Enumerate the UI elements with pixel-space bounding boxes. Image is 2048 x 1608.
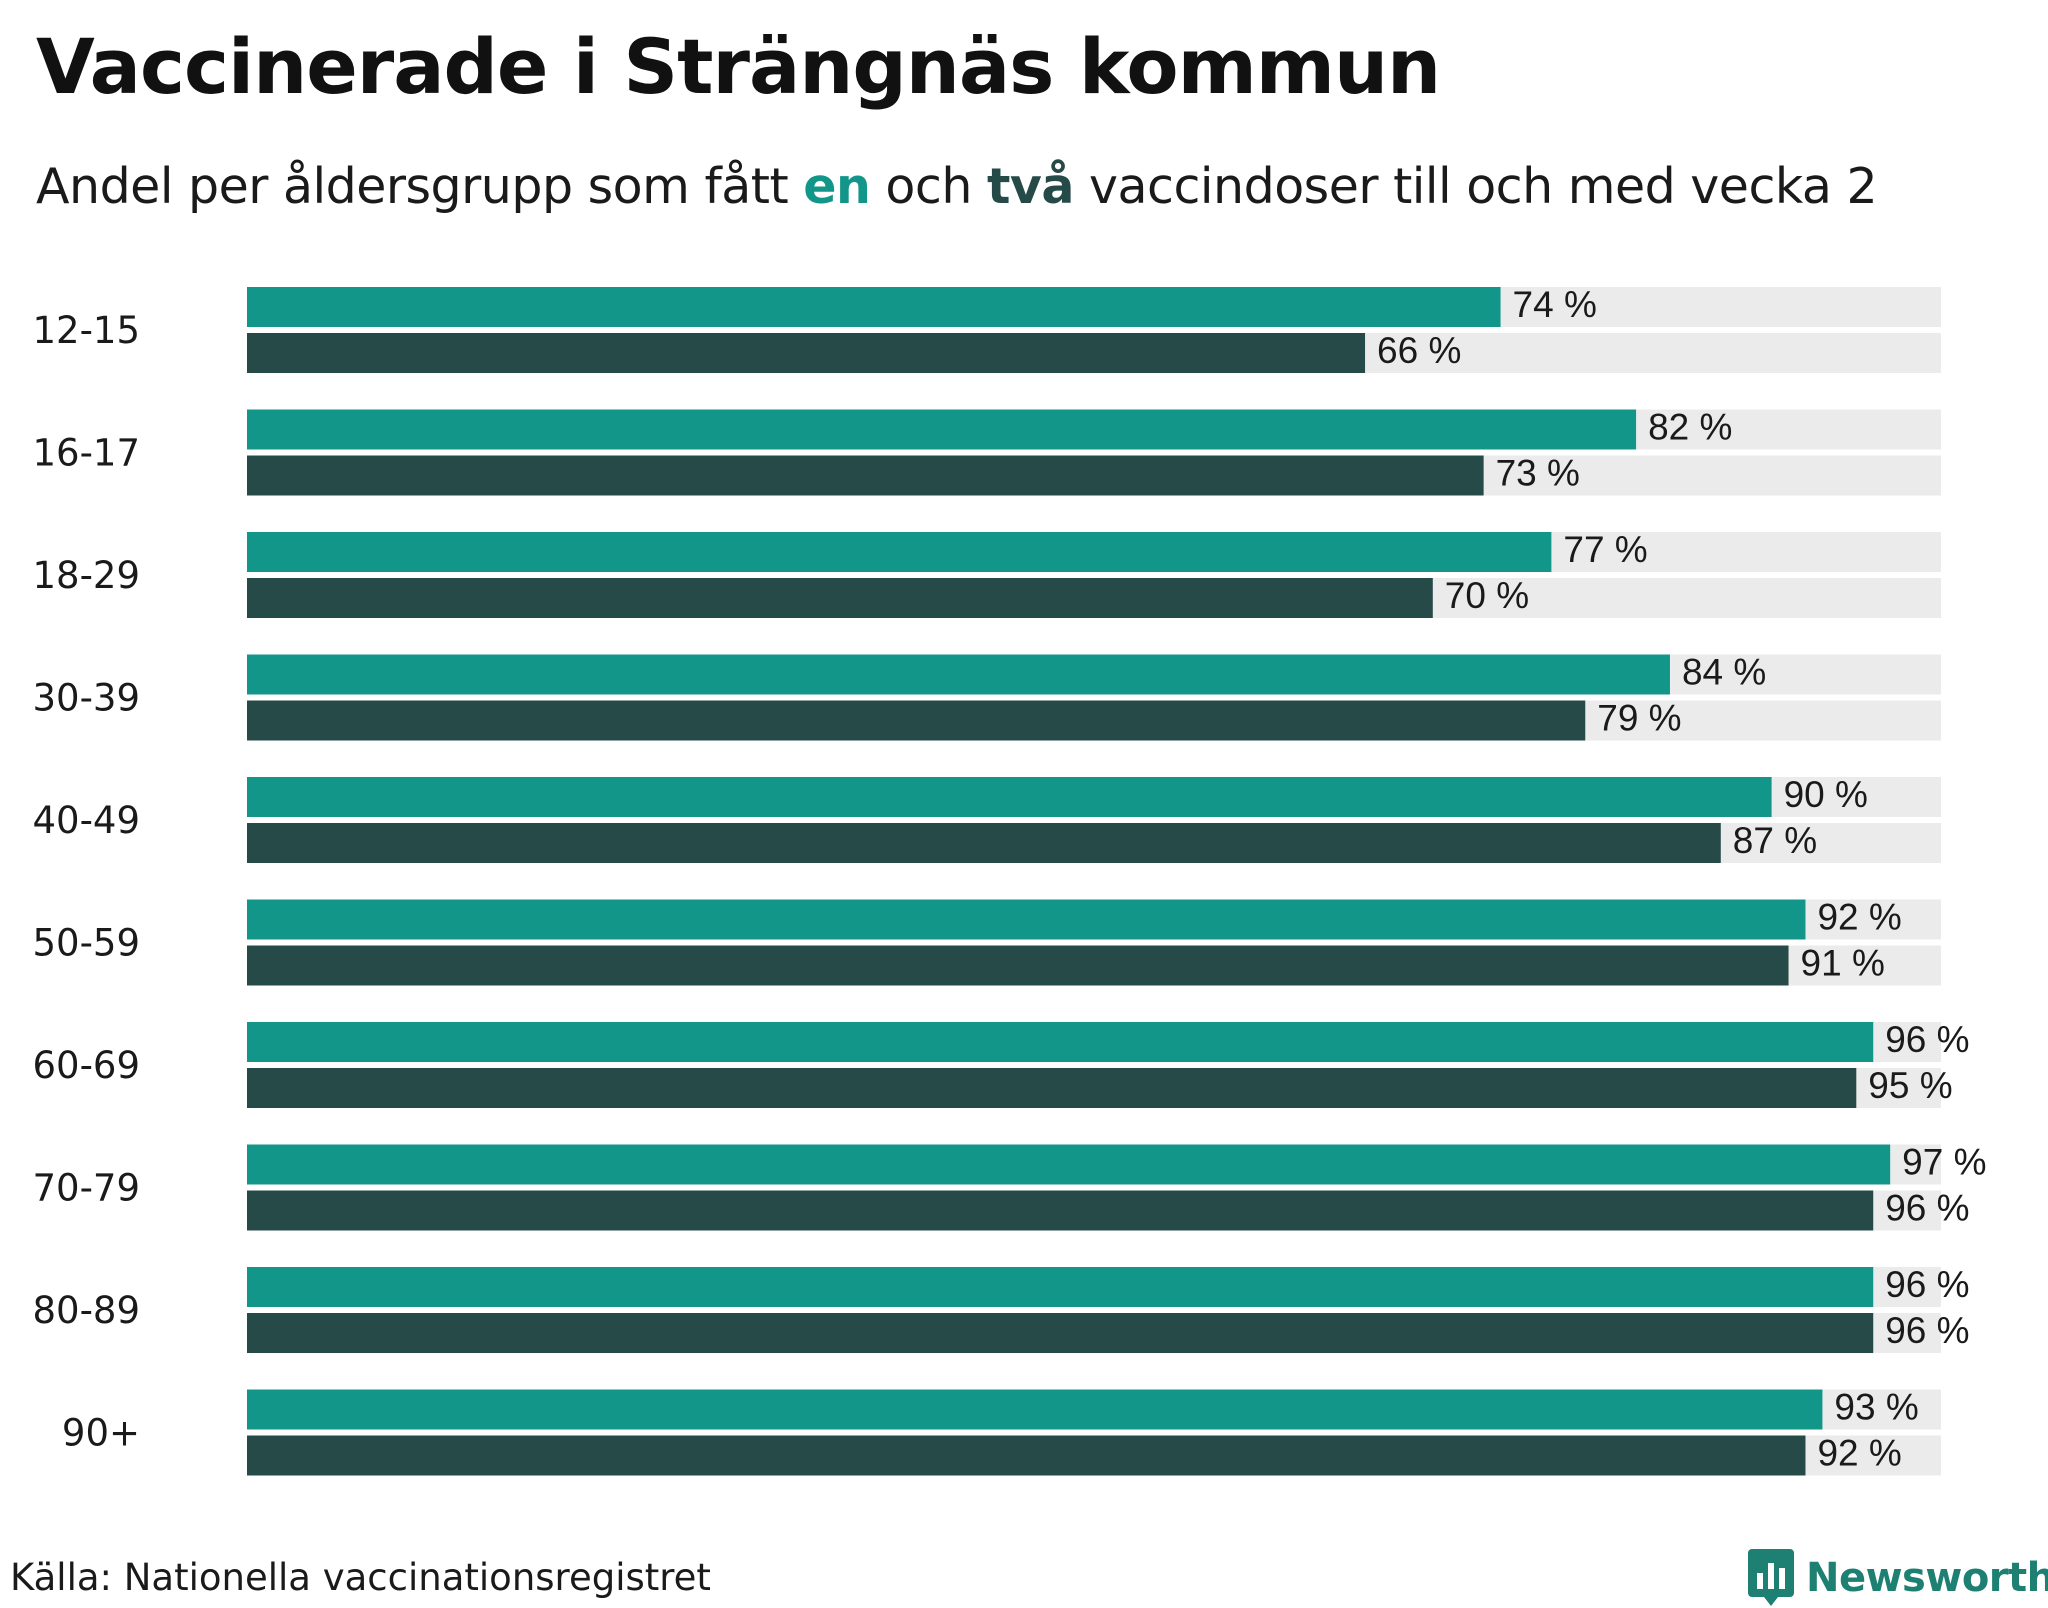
chart-title: Vaccinerade i Strängnäs kommun <box>36 22 1441 111</box>
logo-text: Newsworthy <box>1806 1555 2048 1601</box>
bar-group-50-59: 92 % 91 % 50-59 <box>32 897 1941 986</box>
data-label: 77 % <box>1563 529 1647 570</box>
bar-tva-70-79 <box>247 1190 1874 1231</box>
bar-group-12-15: 74 % 66 % 12-15 <box>32 284 1941 373</box>
data-label: 96 % <box>1885 1188 1969 1229</box>
category-label: 18-29 <box>32 554 140 597</box>
category-label: 12-15 <box>32 309 140 352</box>
category-label: 80-89 <box>32 1289 140 1332</box>
data-label: 90 % <box>1784 774 1868 815</box>
bar-tva-60-69 <box>247 1068 1857 1108</box>
bar-group-90+: 93 % 92 % 90+ <box>62 1387 1941 1476</box>
bar-en-90+ <box>247 1389 1823 1430</box>
category-label: 40-49 <box>32 799 140 842</box>
category-label: 30-39 <box>32 677 140 720</box>
bar-chart-speech-bubble-icon <box>1748 1549 1794 1606</box>
category-label: 90+ <box>62 1412 140 1455</box>
data-label: 82 % <box>1648 407 1732 448</box>
bar-group-30-39: 84 %79 % 30-39 <box>32 652 1941 741</box>
bar-tva-18-29 <box>247 578 1433 618</box>
data-label: 73 % <box>1496 453 1580 494</box>
subtitle-highlight-en: en <box>803 158 871 215</box>
data-label: 74 % <box>1513 284 1597 325</box>
bar-tva-90+ <box>247 1435 1806 1476</box>
data-label: 70 % <box>1445 575 1529 616</box>
bar-group-18-29: 77 % 70 % 18-29 <box>32 529 1941 618</box>
subtitle-highlight-tva: två <box>987 158 1074 215</box>
category-label: 60-69 <box>32 1044 140 1087</box>
category-label: 16-17 <box>32 432 140 475</box>
data-label: 91 % <box>1801 943 1885 984</box>
bar-group-70-79: 97 % 96 % 70-79 <box>32 1142 1987 1231</box>
data-label: 96 % <box>1885 1019 1969 1060</box>
bar-en-70-79 <box>247 1144 1891 1185</box>
bar-en-30-39 <box>247 654 1670 695</box>
bar-tva-12-15 <box>247 333 1366 373</box>
bar-tva-30-39 <box>247 700 1586 741</box>
bar-group-16-17: 82 % 73 % 16-17 <box>32 407 1941 496</box>
data-label: 93 % <box>1834 1387 1918 1428</box>
bar-tva-16-17 <box>247 455 1484 496</box>
data-label: 92 % <box>1817 1433 1901 1474</box>
bar-en-50-59 <box>247 899 1806 940</box>
data-label: 84 % <box>1682 652 1766 693</box>
category-label: 50-59 <box>32 922 140 965</box>
newsworthy-logo: Newsworthy <box>1748 1548 2048 1608</box>
bar-tva-50-59 <box>247 945 1789 986</box>
data-label: 79 % <box>1597 698 1681 739</box>
bar-tva-80-89 <box>247 1313 1874 1353</box>
bar-group-60-69: 96 % 95 % 60-69 <box>32 1019 1970 1108</box>
bar-en-12-15 <box>247 287 1501 327</box>
chart-subtitle: Andel per åldersgrupp som fått en och tv… <box>36 158 1878 215</box>
subtitle-text-1: Andel per åldersgrupp som fått <box>36 158 804 215</box>
subtitle-text-3: vaccindoser till och med vecka 2 <box>1073 158 1878 215</box>
data-label: 96 % <box>1885 1264 1969 1305</box>
data-label: 92 % <box>1817 897 1901 938</box>
data-label: 66 % <box>1377 330 1461 371</box>
data-label: 97 % <box>1902 1142 1986 1183</box>
data-label: 87 % <box>1733 820 1817 861</box>
subtitle-text-2: och <box>870 158 987 215</box>
bar-chart: 74 % 66 % 12-15 82 % 73 % 16-17 77 % 70 % 18-29 8… <box>32 284 1987 1476</box>
category-label: 70-79 <box>32 1167 140 1210</box>
bar-en-40-49 <box>247 777 1772 817</box>
bar-group-80-89: 96 % 96 % 80-89 <box>32 1264 1970 1353</box>
bar-tva-40-49 <box>247 823 1721 863</box>
bar-en-80-89 <box>247 1267 1874 1307</box>
data-label: 95 % <box>1868 1065 1952 1106</box>
bar-group-40-49: 90 % 87 % 40-49 <box>32 774 1941 863</box>
data-label: 96 % <box>1885 1310 1969 1351</box>
bar-en-18-29 <box>247 532 1552 572</box>
source-note: Källa: Nationella vaccinationsregistret <box>10 1556 711 1599</box>
bar-en-16-17 <box>247 409 1637 450</box>
bar-en-60-69 <box>247 1022 1874 1062</box>
